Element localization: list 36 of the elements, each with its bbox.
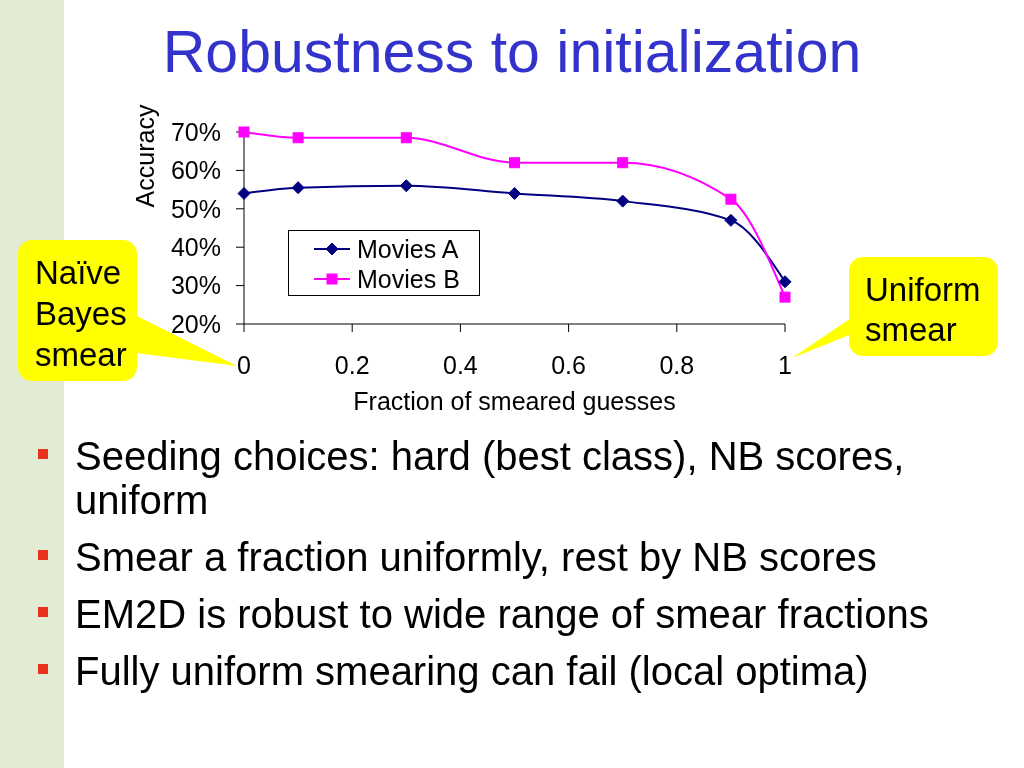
x-tick-label: 0.2 xyxy=(334,350,370,379)
point xyxy=(508,186,521,200)
x-axis-title: Fraction of smeared guesses xyxy=(352,386,677,416)
point xyxy=(617,157,629,169)
y-tick-label: 40% xyxy=(170,233,221,262)
x-tick-label: 0.4 xyxy=(443,350,478,379)
text: Smear a fraction uniformly, rest by NB scores xyxy=(75,535,878,579)
text: Seeding choices: hard (best class), NB scores, uniform xyxy=(75,434,906,522)
point xyxy=(400,132,412,144)
point xyxy=(779,291,791,303)
point xyxy=(778,275,792,289)
y-tick-label: 20% xyxy=(170,309,221,338)
point xyxy=(509,157,520,169)
point xyxy=(724,213,738,227)
point xyxy=(237,186,251,200)
text: Uniform smear xyxy=(865,270,982,350)
legend-label: Movies B xyxy=(357,264,460,294)
y-tick-label: 60% xyxy=(170,156,221,185)
y-tick-label: 70% xyxy=(170,117,221,146)
x-tick-label: 1 xyxy=(778,350,792,379)
y-tick-label: 30% xyxy=(170,271,221,300)
x-tick-label: 0.6 xyxy=(551,350,586,379)
point xyxy=(291,181,305,195)
x-tick-label: 0.8 xyxy=(659,350,695,379)
point xyxy=(399,179,413,193)
text: Fully uniform smearing can fail (local optima) xyxy=(75,649,870,693)
point xyxy=(616,194,630,208)
point xyxy=(725,193,737,205)
legend-label: Movies A xyxy=(357,234,459,264)
y-tick-label: 50% xyxy=(170,194,221,223)
y-axis-title: Accuracy xyxy=(131,104,159,208)
text: Naïve Bayes smear xyxy=(35,253,128,375)
point xyxy=(292,132,304,144)
x-tick-label: 0 xyxy=(237,350,251,379)
text: EM2D is robust to wide range of smear fractions xyxy=(75,592,930,636)
chart-title: Robustness to initialization xyxy=(161,19,863,85)
